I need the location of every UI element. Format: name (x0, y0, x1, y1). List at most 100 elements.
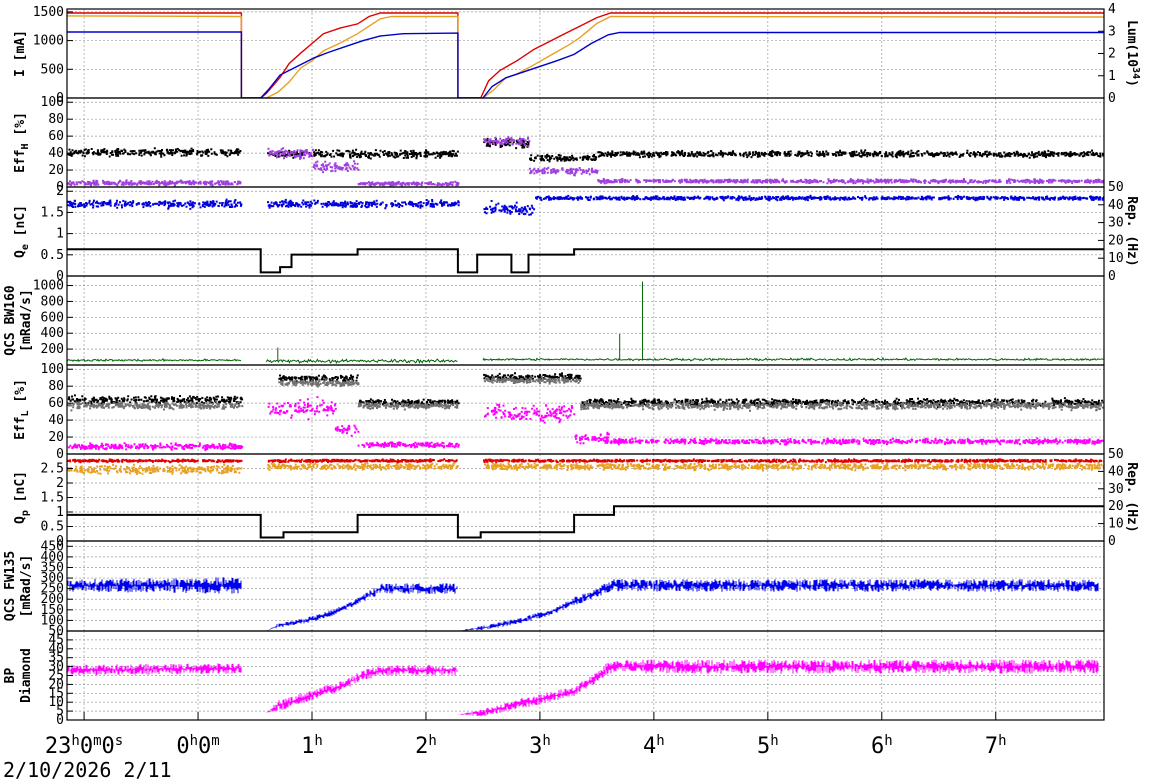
right-tick-label: 20 (1108, 233, 1124, 248)
x-axis: 23h0m0s 0h0m 1h 2h 3h 4h 5h 6h 7h2/10/2026 2/11 (3, 712, 1007, 782)
y-tick-label: 40 (48, 413, 64, 428)
y-tick-label: 1.5 (41, 205, 64, 220)
y-tick-label: 0.5 (41, 248, 64, 263)
y-axis-label: QCS FW135 (3, 551, 18, 621)
x-tick-value: 4 (643, 734, 656, 759)
x-tick-label: 0h0m (176, 733, 219, 759)
y-axis-label: Qp [nC] (13, 471, 31, 524)
y-tick-label: 40 (48, 642, 64, 657)
y-axis-label: I [mA] (13, 30, 28, 77)
y-tick-label: 2 (56, 184, 64, 199)
x-tick-value: 0 (176, 734, 189, 759)
y-axis-label-sub: H (20, 143, 31, 149)
y-tick-label: 500 (41, 62, 64, 77)
y-tick-label: 100 (41, 95, 64, 110)
right-tick-label: 40 (1108, 464, 1124, 479)
series-dots (67, 461, 1104, 475)
right-axis-label-end: ) (1124, 79, 1139, 87)
y-tick-label: 0 (56, 534, 64, 549)
x-tick-value: 3 (529, 734, 542, 759)
y-tick-label: 25 (48, 669, 64, 684)
x-tick-unit: h (884, 733, 892, 749)
y-axis-label-line2: [mRad/s] (19, 289, 34, 352)
y-tick-label: 2 (56, 476, 64, 491)
y-tick-label: 1500 (33, 5, 64, 20)
right-tick-label: 50 (1108, 447, 1124, 462)
series-dots (67, 137, 1104, 163)
panel-frame (66, 275, 1105, 366)
y-tick-label: 0 (56, 269, 64, 284)
y-axis-label-sub: L (20, 410, 31, 416)
right-tick-label: 30 (1108, 482, 1124, 497)
right-tick-label: 1 (1108, 69, 1116, 84)
x-tick-value: 23 (45, 734, 72, 759)
right-tick-label: 3 (1108, 24, 1116, 39)
right-axis-label: Rep. (Hz) (1124, 462, 1139, 532)
x-tick-value: 1 (301, 734, 314, 759)
x-tick-value: 0 (198, 734, 211, 759)
y-tick-label: 1 (56, 227, 64, 242)
series-group (67, 194, 1104, 274)
right-axis-label-sup: 34 (1130, 67, 1141, 79)
y-tick-label: 350 (41, 560, 64, 575)
series-noise (482, 356, 1104, 362)
y-tick-label: 150 (41, 603, 64, 618)
series-band (67, 659, 1099, 716)
y-tick-label: 400 (41, 550, 64, 565)
y-tick-label: 1000 (33, 279, 64, 294)
y-tick-label: 20 (48, 677, 64, 692)
series-noise (265, 358, 458, 365)
y-tick-label: 1.5 (41, 491, 64, 506)
series-dots (67, 375, 1104, 412)
right-tick-label: 2 (1108, 47, 1116, 62)
x-tick-unit: h (428, 733, 436, 749)
y-tick-label: 0 (56, 180, 64, 195)
y-tick-label: 0 (56, 91, 64, 106)
panel-frame (66, 97, 1105, 188)
y-tick-label: 15 (48, 686, 64, 701)
right-tick-label: 30 (1108, 216, 1124, 231)
y-tick-label: 35 (48, 651, 64, 666)
y-axis-label: Qe [nC] (13, 205, 31, 258)
y-tick-label: 45 (48, 633, 64, 648)
y-tick-label: 200 (41, 342, 64, 357)
x-tick-label: 7h (985, 733, 1007, 759)
y-tick-label: 60 (48, 129, 64, 144)
y-axis-label-end: [nC] (13, 205, 28, 244)
x-tick-label: 23h0m0s (45, 733, 123, 759)
y-axis-label-end: [%] (13, 379, 28, 410)
y-tick-label: 100 (41, 362, 64, 377)
series-dots (67, 136, 1104, 187)
x-tick-unit: h (314, 733, 322, 749)
y-axis-label-end: [nC] (13, 471, 28, 510)
y-tick-label: 0 (56, 713, 64, 728)
series-group (67, 281, 1104, 365)
y-tick-label: 80 (48, 379, 64, 394)
series-group (67, 372, 1104, 452)
y-axis-label-line2: Diamond (19, 648, 34, 703)
y-tick-label: 300 (41, 571, 64, 586)
x-tick-unit: h (770, 733, 778, 749)
series-group (67, 577, 1099, 631)
right-tick-label: 20 (1108, 499, 1124, 514)
y-tick-label: 0.5 (41, 520, 64, 535)
panel-frame (66, 8, 1105, 99)
series-line (67, 248, 1104, 274)
y-tick-label: 100 (41, 613, 64, 628)
right-tick-label: 40 (1108, 198, 1124, 213)
x-tick-label: 2h (415, 733, 437, 759)
x-tick-value: 0 (80, 734, 93, 759)
y-tick-label: 10 (48, 695, 64, 710)
right-tick-label: 10 (1108, 251, 1124, 266)
series-dots (67, 458, 1104, 464)
series-line (67, 505, 1104, 539)
x-tick-label: 1h (301, 733, 323, 759)
series-dots (67, 396, 1104, 452)
right-tick-label: 50 (1108, 180, 1124, 195)
series-line (67, 31, 1104, 98)
